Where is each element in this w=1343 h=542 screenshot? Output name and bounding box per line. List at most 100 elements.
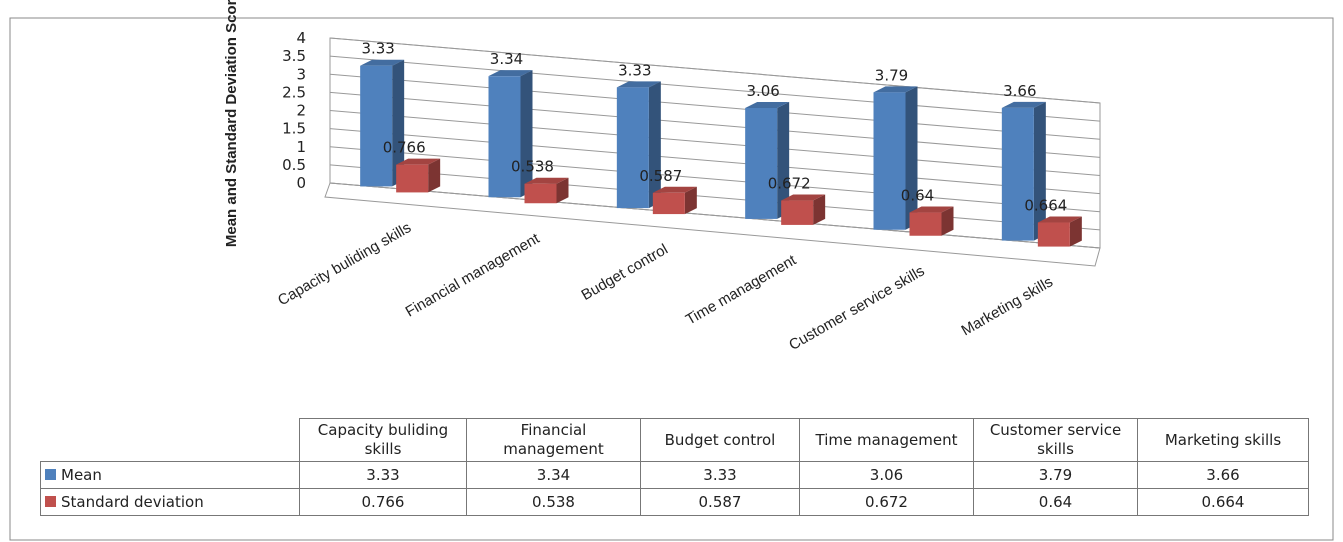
value-label: 0.587 — [639, 167, 682, 185]
y-tick-label: 2.5 — [282, 83, 306, 101]
bar-top — [1037, 216, 1082, 223]
legend-label: Standard deviation — [61, 492, 204, 511]
bar — [616, 87, 649, 209]
y-tick-label: 2 — [296, 102, 306, 120]
y-tick-label: 3 — [296, 65, 306, 83]
grid-line — [329, 37, 1101, 104]
bar-side — [428, 158, 441, 193]
y-tick-label: 1 — [296, 138, 306, 156]
table-corner — [40, 418, 300, 462]
bar-side — [1069, 216, 1082, 247]
value-label: 0.64 — [901, 187, 934, 205]
table-header: Time management — [799, 418, 974, 462]
grid-line — [329, 91, 1101, 158]
bar — [488, 76, 521, 198]
bar — [396, 164, 429, 193]
bar — [909, 212, 942, 236]
grid-line — [329, 164, 1101, 231]
y-tick-label: 0.5 — [282, 156, 306, 174]
bar — [524, 183, 557, 204]
value-label: 3.33 — [618, 61, 651, 79]
y-tick-label: 1.5 — [282, 120, 306, 138]
bar-side — [392, 59, 405, 187]
value-label: 0.538 — [511, 158, 554, 176]
table-cell: 0.766 — [299, 488, 467, 516]
bar-top — [652, 186, 697, 193]
x-tick-label: Capacity buliding skills — [275, 219, 414, 309]
bar-side — [777, 101, 790, 219]
data-table: Capacity buliding skills Financial manage… — [40, 418, 1309, 516]
legend-entry: Mean — [40, 461, 300, 489]
bar-side — [1033, 101, 1046, 241]
value-label: 3.79 — [875, 66, 908, 84]
table-cell: 0.538 — [466, 488, 641, 516]
floor — [324, 182, 1101, 267]
table-cell: 3.66 — [1137, 461, 1309, 489]
grid-line — [329, 110, 1101, 176]
table-header: Budget control — [640, 418, 800, 462]
table-cell: 0.64 — [973, 488, 1138, 516]
bar-top — [360, 59, 405, 66]
bar-side — [684, 186, 697, 215]
table-cell: 0.587 — [640, 488, 800, 516]
y-tick-label: 4 — [296, 29, 306, 47]
table-header: Capacity buliding skills — [299, 418, 467, 462]
bar-top — [488, 70, 533, 77]
y-tick-label: 3.5 — [282, 47, 306, 65]
grid-line — [329, 146, 1101, 213]
bar-top — [616, 81, 661, 88]
legend-entry: Standard deviation — [40, 488, 300, 516]
bar — [1037, 222, 1070, 247]
bar — [360, 65, 393, 187]
x-tick-label: Budget control — [579, 241, 671, 304]
bar — [745, 107, 778, 219]
legend-label: Mean — [61, 465, 102, 484]
table-cell: 3.79 — [973, 461, 1138, 489]
x-tick-label: Time management — [683, 251, 800, 328]
grid-line — [329, 182, 1101, 249]
table-row: Standard deviation 0.766 0.538 0.587 0.672 0.… — [40, 488, 1309, 516]
value-label: 3.06 — [746, 82, 779, 100]
x-tick-label: Customer service skills — [786, 262, 927, 353]
table-cell: 0.672 — [799, 488, 974, 516]
table-row: Mean 3.33 3.34 3.33 3.06 3.79 3.66 — [40, 461, 1309, 489]
y-tick-label: 0 — [296, 174, 306, 192]
value-label: 0.664 — [1024, 197, 1067, 215]
table-cell: 3.33 — [299, 461, 467, 489]
bar-side — [556, 177, 569, 204]
bar-top — [781, 194, 826, 201]
bar-top — [873, 86, 918, 93]
bar-side — [905, 86, 918, 230]
bar — [652, 192, 685, 215]
bar-top — [745, 101, 790, 108]
bar-side — [813, 194, 826, 225]
value-label: 3.34 — [490, 50, 523, 68]
bar-top — [1001, 101, 1046, 108]
value-label: 3.66 — [1003, 82, 1036, 100]
table-cell: 3.34 — [466, 461, 641, 489]
bar-top — [909, 206, 954, 213]
bar — [1001, 107, 1034, 241]
grid-line — [329, 128, 1101, 195]
legend-swatch — [45, 468, 56, 480]
value-label: 0.672 — [768, 175, 811, 193]
value-label: 0.766 — [383, 139, 426, 157]
bar-top — [524, 177, 569, 184]
y-axis-label: Mean and Standard Deviation Scores — [223, 0, 240, 247]
table-header: Financial management — [466, 418, 641, 462]
chart-frame — [9, 17, 1334, 541]
table-cell: 3.33 — [640, 461, 800, 489]
x-tick-label: Financial management — [403, 230, 544, 321]
bar-top — [396, 158, 441, 165]
table-cell: 3.06 — [799, 461, 974, 489]
bar-side — [941, 206, 954, 236]
value-label: 3.33 — [361, 40, 394, 58]
grid-line — [329, 55, 1101, 122]
grid-line — [329, 73, 1101, 140]
bar — [781, 200, 814, 225]
table-header: Customer service skills — [973, 418, 1138, 462]
table-cell: 0.664 — [1137, 488, 1309, 516]
bar — [873, 92, 906, 230]
